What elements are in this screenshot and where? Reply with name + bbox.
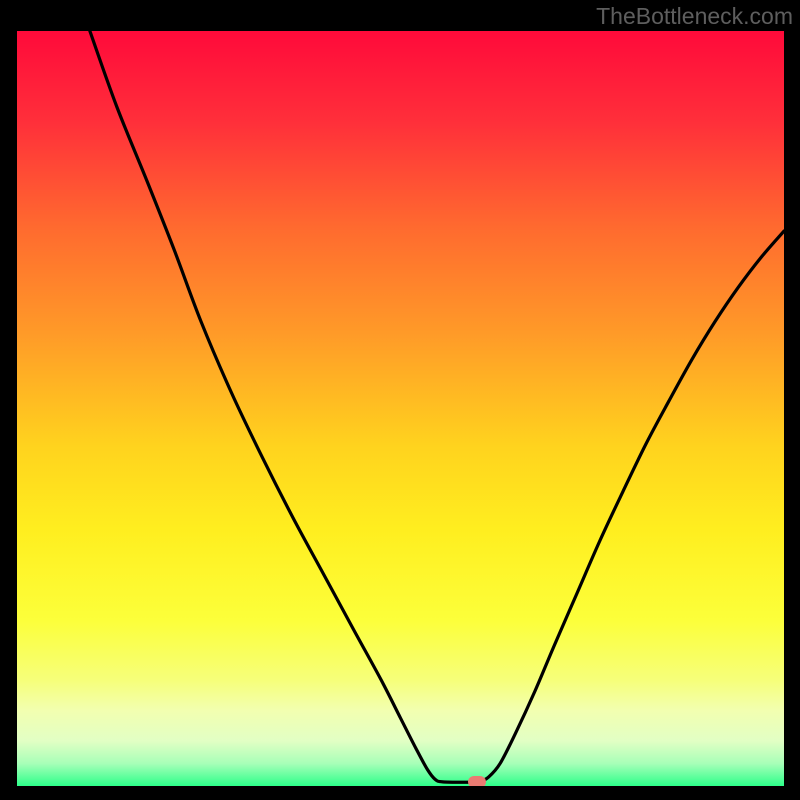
plot-area bbox=[17, 31, 784, 786]
optimum-marker bbox=[468, 776, 486, 786]
watermark-text: TheBottleneck.com bbox=[596, 3, 793, 30]
curve-layer bbox=[17, 31, 784, 786]
chart-container: TheBottleneck.com bbox=[0, 0, 800, 800]
bottleneck-curve bbox=[90, 31, 784, 782]
